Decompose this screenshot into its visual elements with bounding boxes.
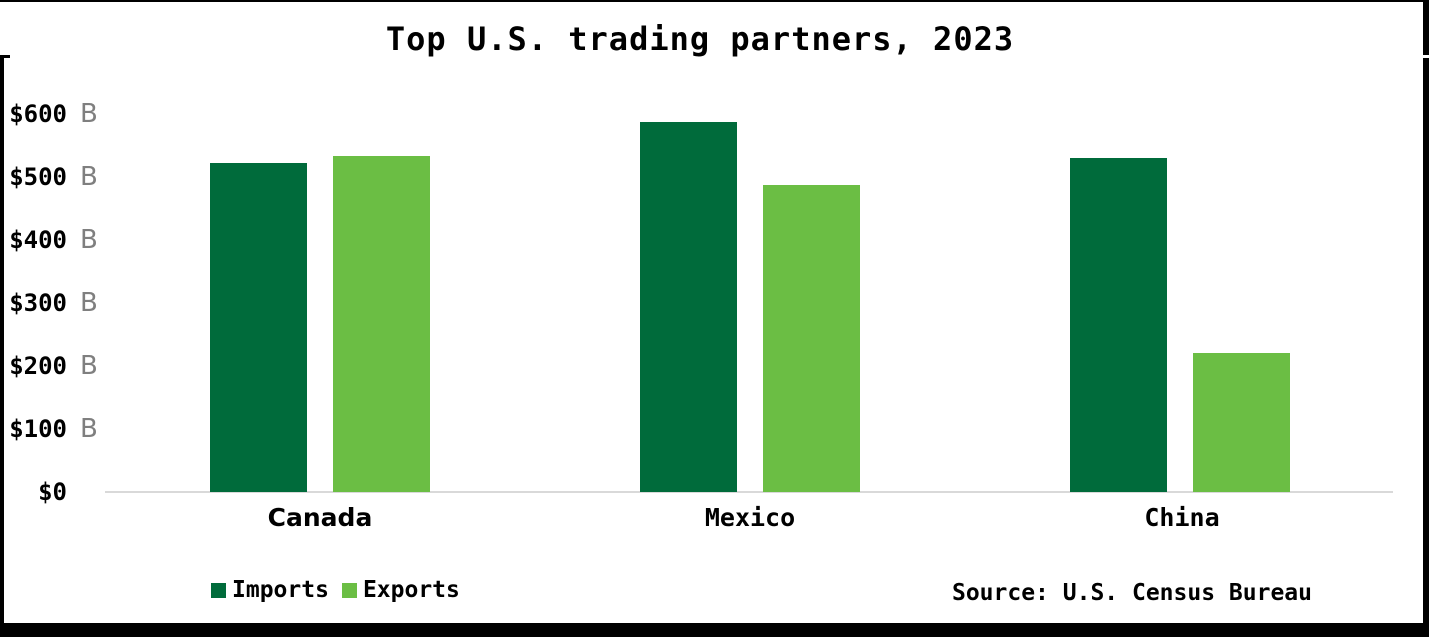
y-tick-unit: B <box>80 414 98 444</box>
bar-exports-canada <box>333 156 430 492</box>
y-tick-unit: B <box>80 225 98 255</box>
source-attribution: Source: U.S. Census Bureau <box>951 580 1312 606</box>
y-axis-tick-300: $300 B <box>0 288 98 318</box>
y-axis-tick-100: $100 B <box>0 414 98 444</box>
bar-imports-china <box>1070 158 1167 492</box>
frame-border-bottom <box>0 623 1429 637</box>
x-axis-label-canada: Canada <box>267 503 373 532</box>
y-tick-amount: $300 <box>9 289 67 317</box>
legend-swatch-imports <box>211 582 226 598</box>
y-tick-amount: $0 <box>38 478 67 506</box>
y-tick-amount: $500 <box>9 163 67 191</box>
x-axis-baseline <box>105 491 1393 493</box>
legend-item-imports: Imports <box>211 578 329 602</box>
y-tick-unit: B <box>80 162 98 192</box>
x-axis-label-china: China <box>1144 503 1220 532</box>
chart-title: Top U.S. trading partners, 2023 <box>385 20 1015 58</box>
legend-label-exports: Exports <box>362 577 460 603</box>
frame-border-right-lower <box>1423 58 1429 637</box>
y-axis-tick-600: $600 B <box>0 99 98 129</box>
bar-imports-canada <box>210 163 307 492</box>
x-axis-label-mexico: Mexico <box>704 503 796 532</box>
legend-label-imports: Imports <box>232 577 329 603</box>
y-tick-amount: $600 <box>9 100 67 128</box>
frame-border-top <box>0 0 1429 2</box>
frame-border-left <box>0 56 4 637</box>
frame-border-right-upper <box>1423 0 1429 55</box>
y-axis-tick-500: $500 B <box>0 162 98 192</box>
y-tick-amount: $100 <box>9 415 67 443</box>
legend-item-exports: Exports <box>341 577 460 603</box>
bar-exports-china <box>1193 353 1290 492</box>
bar-exports-mexico <box>763 185 860 492</box>
legend: Imports Exports <box>211 578 460 602</box>
y-axis-tick-400: $400 B <box>0 225 98 255</box>
bar-imports-mexico <box>640 122 737 492</box>
y-tick-unit: B <box>80 288 98 318</box>
y-axis-tick-200: $200 B <box>0 351 98 381</box>
frame-border-left-cap <box>0 55 10 58</box>
y-tick-amount: $200 <box>9 352 67 380</box>
legend-swatch-exports <box>341 582 357 598</box>
y-tick-amount: $400 <box>9 226 67 254</box>
y-tick-unit: B <box>80 351 98 381</box>
y-tick-unit: B <box>80 99 98 129</box>
y-axis-tick-0: $0 <box>0 477 80 507</box>
